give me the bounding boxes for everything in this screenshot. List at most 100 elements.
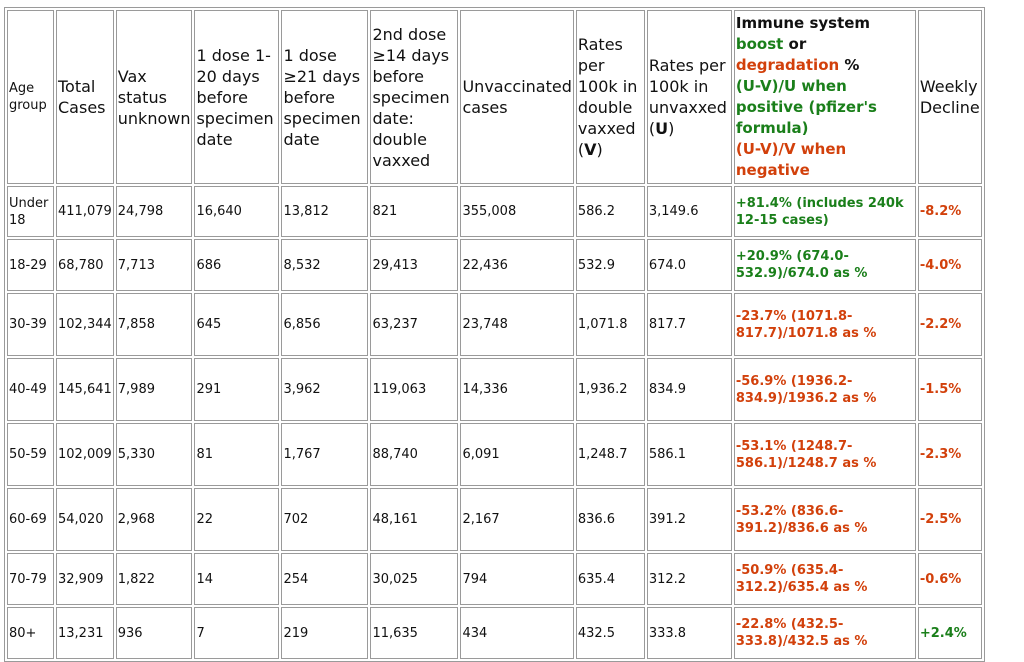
cell-dose1-late: 6,856: [281, 293, 369, 356]
header-rate-unvaxxed-text: Rates per 100k in unvaxxed (: [648, 56, 727, 138]
cell-weekly-decline: -2.3%: [917, 423, 982, 486]
header-immune-formula-negative: (U-V)/V when negative: [735, 140, 847, 179]
cell-dose1-early: 14: [194, 553, 280, 605]
cell-total-cases: 32,909: [56, 553, 114, 605]
cell-unvaccinated: 22,436: [460, 239, 574, 291]
cell-age-group: 70-79: [7, 553, 54, 605]
header-dose1-early: 1 dose 1-20 days before specimen date: [194, 10, 280, 184]
header-rate-vaxxed-close: ): [596, 140, 603, 159]
table-row: 40-49 145,641 7,989 291 3,962 119,063 14,336 1,…: [7, 358, 982, 421]
cell-total-cases: 13,231: [56, 607, 114, 659]
cell-rate-unvaxxed: 312.2: [646, 553, 732, 605]
cell-vax-unknown: 7,989: [115, 358, 193, 421]
cell-immune-change: -50.9% (635.4-312.2)/635.4 as %: [733, 553, 916, 605]
cell-total-cases: 411,079: [56, 186, 114, 237]
cell-age-group: 50-59: [7, 423, 54, 486]
header-rate-vaxxed: Rates per 100k in double vaxxed (V): [575, 10, 645, 184]
cell-total-cases: 102,344: [56, 293, 114, 356]
cell-rate-unvaxxed: 834.9: [646, 358, 732, 421]
header-rate-unvaxxed-close: ): [668, 119, 675, 138]
table-row: 50-59 102,009 5,330 81 1,767 88,740 6,091 1,248…: [7, 423, 982, 486]
cell-immune-change: -53.2% (836.6-391.2)/836.6 as %: [733, 488, 916, 551]
cell-total-cases: 68,780: [56, 239, 114, 291]
cell-immune-change: -22.8% (432.5-333.8)/432.5 as %: [733, 607, 916, 659]
header-rate-vaxxed-text: Rates per 100k in double vaxxed (: [577, 35, 638, 159]
cell-vax-unknown: 5,330: [115, 423, 193, 486]
cell-rate-vaxxed: 1,936.2: [575, 358, 645, 421]
cell-unvaccinated: 14,336: [460, 358, 574, 421]
cell-rate-vaxxed: 586.2: [575, 186, 645, 237]
cell-dose2: 11,635: [370, 607, 459, 659]
cell-rate-vaxxed: 532.9: [575, 239, 645, 291]
cell-vax-unknown: 1,822: [115, 553, 193, 605]
cell-rate-vaxxed: 635.4: [575, 553, 645, 605]
cell-dose1-early: 7: [194, 607, 280, 659]
table-body: Under 18 411,079 24,798 16,640 13,812 821 355,…: [7, 186, 982, 659]
cell-dose1-late: 8,532: [281, 239, 369, 291]
cell-total-cases: 54,020: [56, 488, 114, 551]
cell-weekly-decline: -4.0%: [917, 239, 982, 291]
header-dose1-late: 1 dose ≥21 days before specimen date: [281, 10, 369, 184]
cell-dose1-late: 254: [281, 553, 369, 605]
header-vax-unknown: Vax status unknown: [115, 10, 193, 184]
cell-dose2: 63,237: [370, 293, 459, 356]
header-immune-formula-positive: (U-V)/U when positive (pfizer's formula): [735, 77, 877, 137]
header-immune-or: or: [783, 35, 807, 53]
cell-dose1-early: 16,640: [194, 186, 280, 237]
cell-weekly-decline: -1.5%: [917, 358, 982, 421]
table-row: 30-39 102,344 7,858 645 6,856 63,237 23,748 1,0…: [7, 293, 982, 356]
cell-weekly-decline: -2.2%: [917, 293, 982, 356]
cell-rate-unvaxxed: 817.7: [646, 293, 732, 356]
header-immune-boost: boost: [735, 35, 784, 53]
header-dose2: 2nd dose ≥14 days before specimen date: …: [370, 10, 459, 184]
cell-weekly-decline: +2.4%: [917, 607, 982, 659]
cell-total-cases: 102,009: [56, 423, 114, 486]
cell-immune-change: -56.9% (1936.2-834.9)/1936.2 as %: [733, 358, 916, 421]
cell-unvaccinated: 355,008: [460, 186, 574, 237]
header-rate-unvaxxed: Rates per 100k in unvaxxed (U): [646, 10, 732, 184]
header-immune-degradation: degradation: [735, 56, 840, 74]
cell-weekly-decline: -2.5%: [917, 488, 982, 551]
cell-weekly-decline: -0.6%: [917, 553, 982, 605]
cell-rate-unvaxxed: 674.0: [646, 239, 732, 291]
cell-unvaccinated: 23,748: [460, 293, 574, 356]
header-immune-system: Immune system boost or degradation % (U-V)/…: [733, 10, 916, 184]
header-row: Age group Total Cases Vax status unknown…: [7, 10, 982, 184]
table-row: 70-79 32,909 1,822 14 254 30,025 794 635.4 312.2…: [7, 553, 982, 605]
cell-unvaccinated: 794: [460, 553, 574, 605]
cell-age-group: 18-29: [7, 239, 54, 291]
header-immune-title: Immune system: [735, 14, 871, 32]
cell-age-group: 60-69: [7, 488, 54, 551]
header-rate-unvaxxed-symbol: U: [655, 119, 669, 138]
cell-immune-change: +81.4% (includes 240k 12-15 cases): [733, 186, 916, 237]
cell-dose2: 88,740: [370, 423, 459, 486]
header-rate-vaxxed-symbol: V: [584, 140, 597, 159]
cell-age-group: Under 18: [7, 186, 54, 237]
header-unvaccinated: Unvaccinated cases: [460, 10, 574, 184]
cell-vax-unknown: 7,858: [115, 293, 193, 356]
cell-dose1-early: 686: [194, 239, 280, 291]
cell-total-cases: 145,641: [56, 358, 114, 421]
cell-rate-unvaxxed: 586.1: [646, 423, 732, 486]
cell-dose2: 119,063: [370, 358, 459, 421]
data-table: Age group Total Cases Vax status unknown…: [4, 7, 985, 662]
cell-vax-unknown: 7,713: [115, 239, 193, 291]
cell-dose2: 821: [370, 186, 459, 237]
cell-rate-vaxxed: 836.6: [575, 488, 645, 551]
cell-age-group: 40-49: [7, 358, 54, 421]
header-immune-percent: %: [839, 56, 860, 74]
cell-dose1-late: 13,812: [281, 186, 369, 237]
cell-immune-change: -23.7% (1071.8-817.7)/1071.8 as %: [733, 293, 916, 356]
cell-unvaccinated: 6,091: [460, 423, 574, 486]
cell-vax-unknown: 936: [115, 607, 193, 659]
cell-rate-vaxxed: 1,071.8: [575, 293, 645, 356]
cell-rate-vaxxed: 1,248.7: [575, 423, 645, 486]
cell-unvaccinated: 434: [460, 607, 574, 659]
cell-dose1-early: 81: [194, 423, 280, 486]
cell-age-group: 80+: [7, 607, 54, 659]
cell-dose1-early: 22: [194, 488, 280, 551]
cell-dose1-late: 702: [281, 488, 369, 551]
cell-rate-unvaxxed: 3,149.6: [646, 186, 732, 237]
cell-dose1-late: 1,767: [281, 423, 369, 486]
table-row: Under 18 411,079 24,798 16,640 13,812 821 355,…: [7, 186, 982, 237]
